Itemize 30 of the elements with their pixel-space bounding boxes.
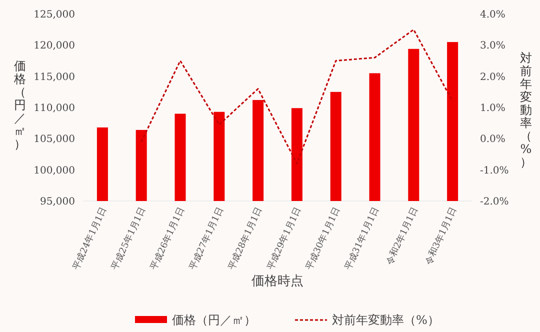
y-tick-label: 110,000 (34, 103, 75, 114)
x-tick-label: 平成28年1月1日 (226, 206, 265, 272)
x-axis-title: 価格時点 (252, 274, 304, 289)
legend-label: 価格（円／㎡） (172, 313, 256, 328)
x-tick-label: 平成26年1月1日 (148, 206, 187, 272)
y-tick-label: 120,000 (34, 40, 75, 52)
y-tick-label: 115,000 (34, 72, 75, 83)
x-tick-label: 平成29年1月1日 (265, 206, 304, 272)
y-tick-label: 125,000 (34, 10, 75, 20)
y-axis-title: 価格（円／㎡） (13, 59, 26, 151)
y2-tick-label: 3.0% (480, 40, 506, 52)
line-series (140, 28, 454, 164)
x-tick-label: 平成31年1月1日 (342, 206, 382, 272)
x-tick-label: 令和2年1月1日 (384, 206, 420, 267)
y2-tick-label: -2.0% (480, 196, 509, 208)
x-tick-label: 平成27年1月1日 (187, 206, 226, 272)
y2-tick-label: 0.0% (480, 134, 506, 146)
y-tick-label: 105,000 (34, 134, 75, 146)
x-tick-label: 平成25年1月1日 (109, 206, 148, 272)
x-tick-label: 令和3年1月1日 (423, 206, 460, 267)
text: 対前年変動率（%） (520, 51, 532, 169)
y2-tick-label: 2.0% (480, 72, 506, 83)
y2-tick-label: -1.0% (480, 165, 509, 176)
y2-tick-label: 1.0% (480, 103, 506, 114)
x-tick-label: 平成24年1月1日 (70, 206, 110, 272)
y2-tick-label: 4.0% (480, 10, 506, 20)
y-tick-label: 95,000 (40, 196, 75, 208)
legend-label: 対前年変動率（%） (332, 313, 440, 328)
x-tick-label: 平成30年1月1日 (304, 206, 343, 272)
y-tick-label: 100,000 (34, 165, 75, 176)
